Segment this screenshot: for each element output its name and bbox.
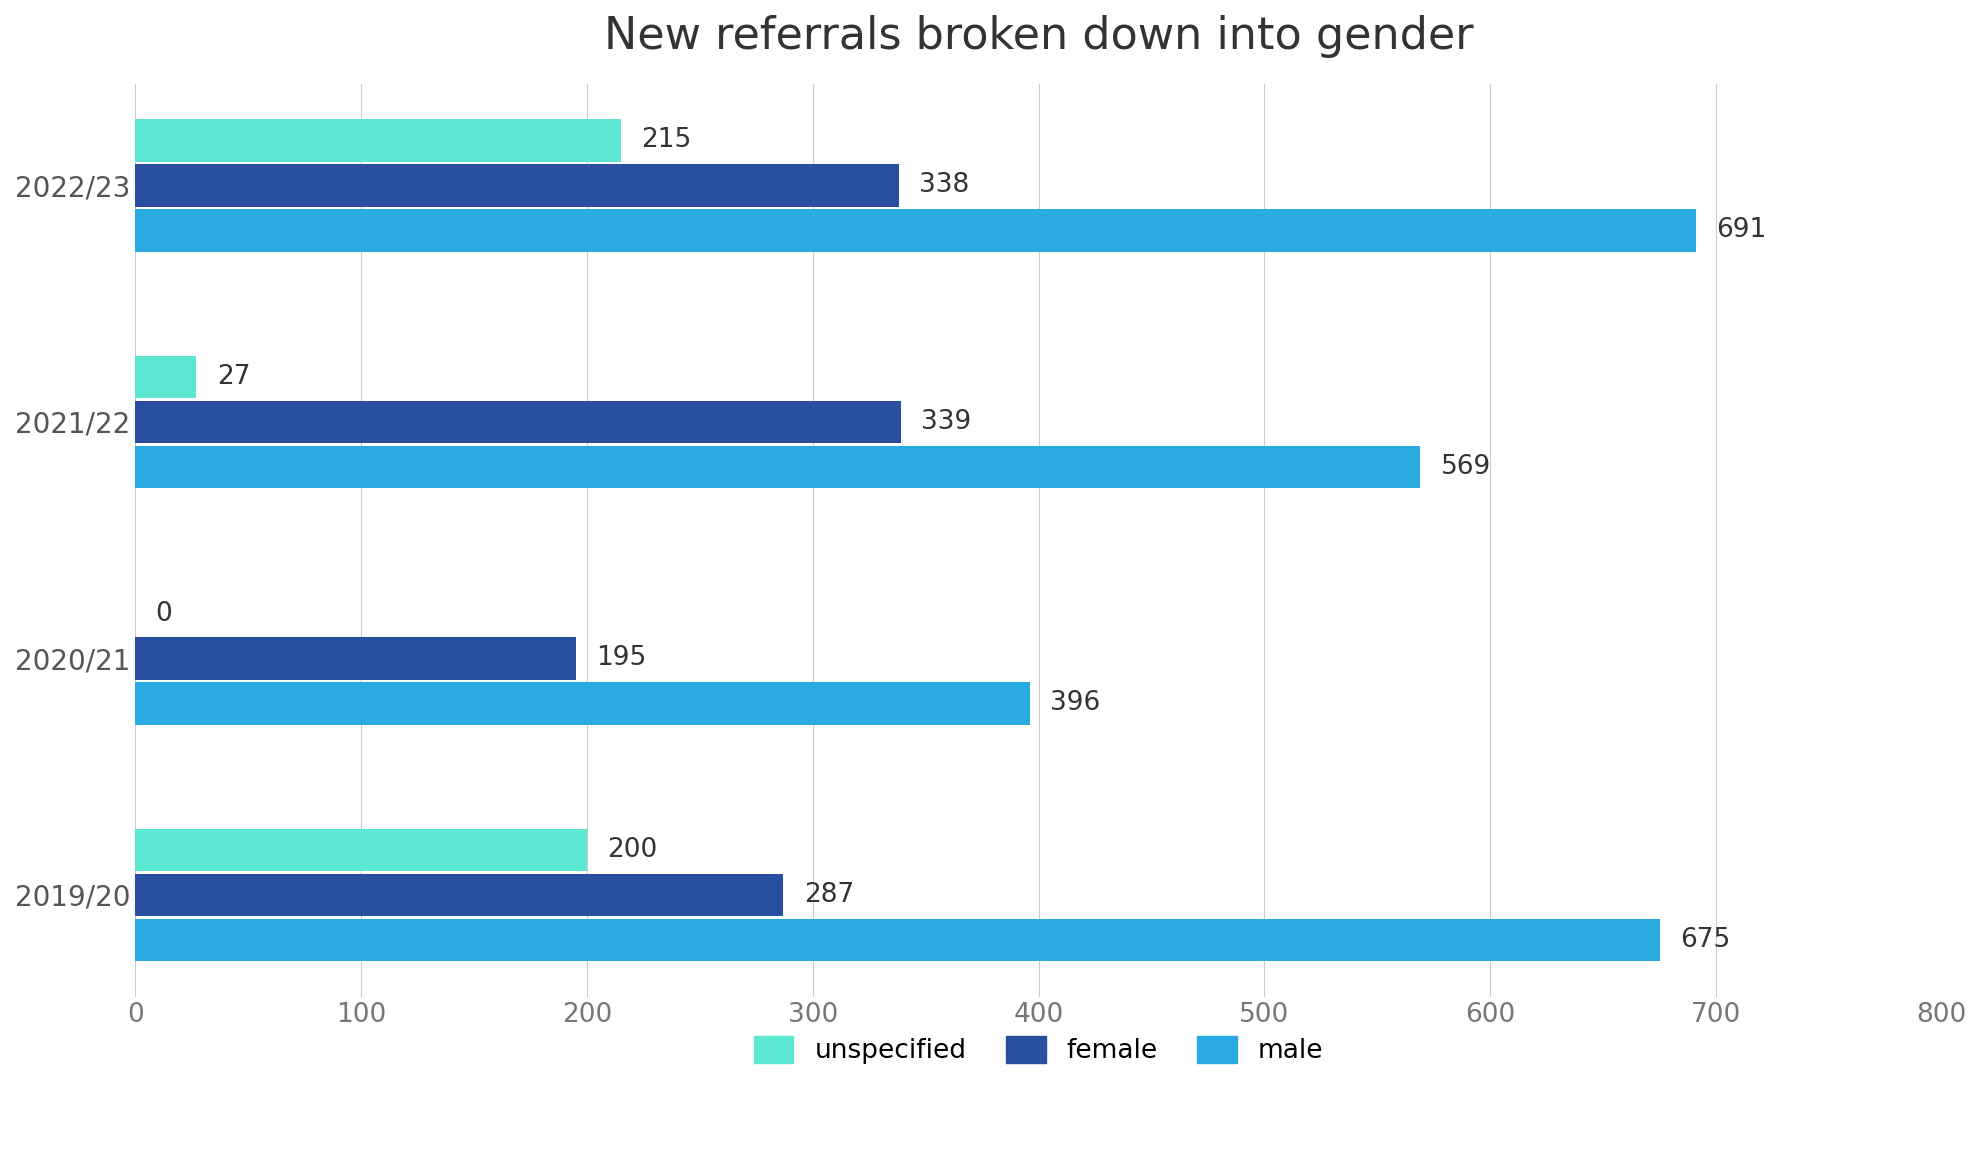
Text: 195: 195	[597, 646, 646, 671]
Text: 691: 691	[1716, 218, 1766, 243]
Text: 200: 200	[606, 837, 658, 863]
Text: 675: 675	[1681, 927, 1730, 953]
Text: 338: 338	[920, 172, 969, 198]
Bar	[135, 445, 1421, 488]
Text: 339: 339	[922, 408, 971, 435]
Bar	[135, 209, 1697, 252]
Title: New referrals broken down into gender: New referrals broken down into gender	[605, 15, 1473, 58]
Text: 0: 0	[157, 600, 172, 627]
Bar	[135, 164, 898, 207]
Text: 215: 215	[642, 127, 692, 154]
Text: 396: 396	[1050, 691, 1100, 716]
Bar	[135, 400, 902, 443]
Legend: unspecified, female, male: unspecified, female, male	[743, 1025, 1334, 1075]
Bar	[135, 355, 196, 398]
Text: 569: 569	[1441, 454, 1490, 480]
Bar	[135, 874, 783, 916]
Text: 27: 27	[216, 364, 250, 390]
Bar	[135, 683, 1029, 724]
Bar	[135, 638, 575, 680]
Text: 287: 287	[805, 882, 854, 908]
Bar	[135, 919, 1659, 961]
Bar	[135, 828, 587, 871]
Bar	[135, 119, 620, 162]
